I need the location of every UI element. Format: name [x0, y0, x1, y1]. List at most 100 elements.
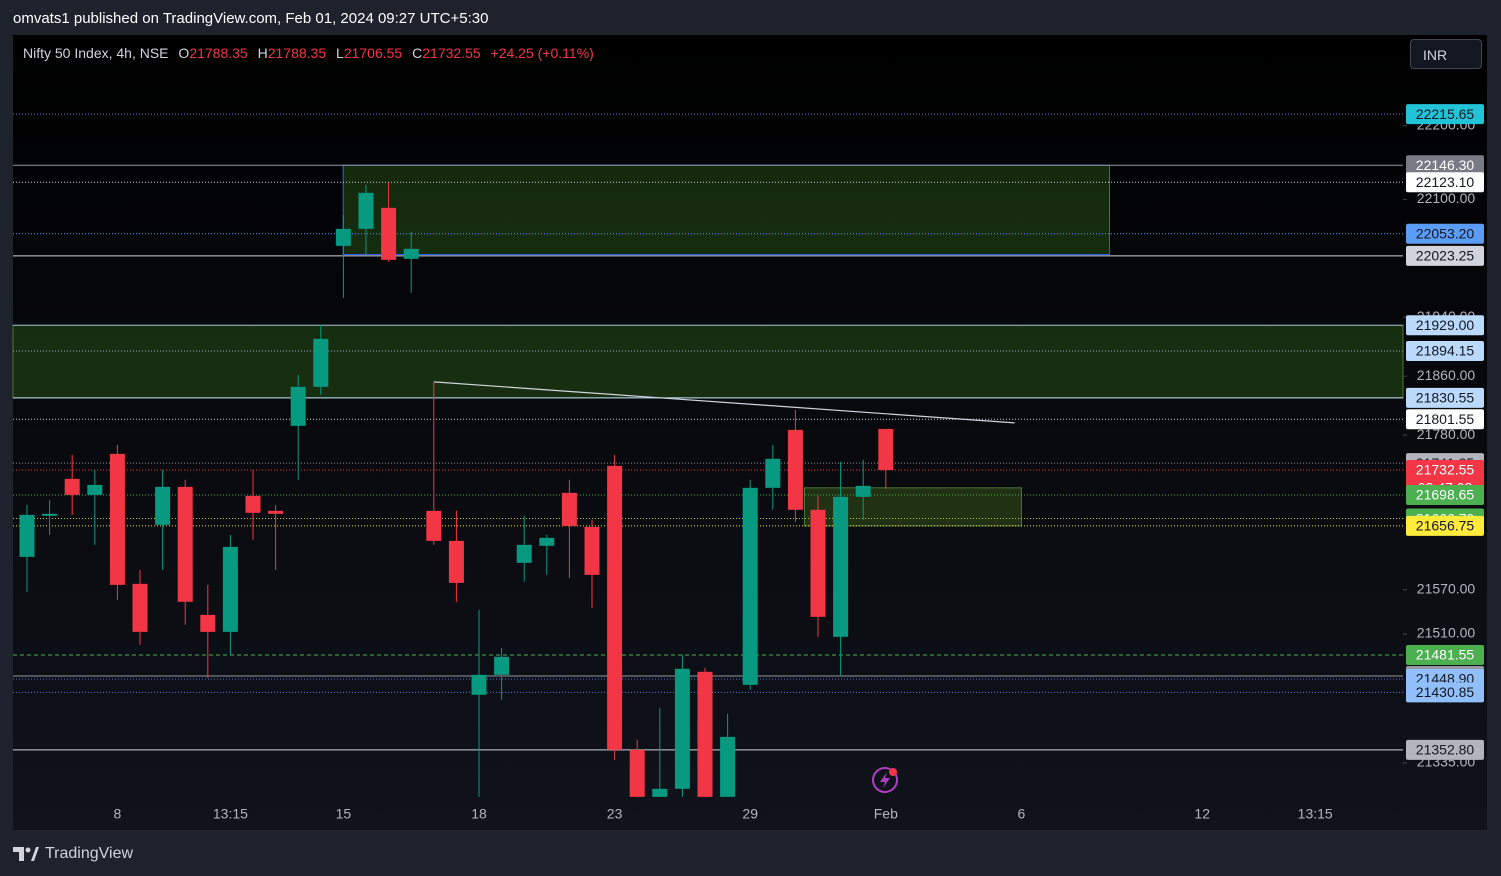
price-label: 22023.25 [1416, 248, 1475, 264]
x-tick-label: 23 [607, 806, 623, 822]
candle-body [720, 736, 736, 797]
price-label: 21801.55 [1416, 411, 1475, 427]
candle-body [607, 465, 623, 750]
candle-body [697, 671, 713, 797]
candle-body [674, 668, 690, 789]
price-label-box [1406, 315, 1484, 336]
price-label-box [1406, 245, 1484, 266]
candle-body [268, 510, 284, 514]
candle-body [87, 484, 103, 495]
x-tick-label: 15 [336, 806, 352, 822]
candle-body [629, 749, 645, 797]
legend-key: O [178, 45, 190, 61]
x-tick-label: 8 [114, 806, 122, 822]
candle-body [200, 614, 216, 632]
candle-body [787, 429, 803, 510]
candle-body [155, 486, 171, 525]
x-tick-label: 13:15 [1298, 806, 1333, 822]
legend-value: 21732.55 [422, 45, 481, 61]
ohlc-legend: Nifty 50 Index, 4h, NSE O21788.35 H21788… [23, 45, 594, 61]
candle-body [177, 486, 193, 602]
price-label-box [1406, 387, 1484, 408]
candle-body [855, 485, 871, 497]
x-tick-label: 13:15 [213, 806, 248, 822]
lightning-icon [872, 767, 898, 793]
publish-info: omvats1 published on TradingView.com, Fe… [13, 10, 489, 27]
price-label: 22123.10 [1416, 174, 1475, 190]
legend-value: 21788.35 [267, 45, 327, 61]
x-tick-label: 18 [471, 806, 487, 822]
candle-body [561, 492, 577, 526]
candle-body [358, 192, 374, 229]
candle-body [494, 656, 510, 675]
price-label: 21352.80 [1416, 742, 1475, 758]
candle-body [403, 248, 419, 259]
candle-body [765, 458, 781, 488]
candle-body [426, 510, 442, 541]
price-label: 21430.85 [1416, 684, 1475, 700]
candle-body [19, 514, 35, 557]
candle-body [109, 453, 125, 585]
candle-body [222, 546, 238, 632]
y-tick-label: 21860.00 [1417, 367, 1476, 383]
symbol-title: Nifty 50 Index, 4h, NSE [23, 45, 169, 61]
zone [12, 324, 1404, 399]
footer: TradingView [13, 845, 133, 863]
x-tick-label: 29 [742, 806, 758, 822]
candle-body [471, 674, 487, 695]
candle-body [381, 207, 397, 260]
candle-body [132, 583, 148, 632]
candle-body [335, 228, 351, 246]
y-tick-label: 21570.00 [1417, 581, 1476, 597]
price-label-box [1406, 104, 1484, 125]
price-label-box [1406, 409, 1484, 430]
legend-key: H [257, 45, 268, 61]
price-label-box [1406, 223, 1484, 244]
legend-key: C [412, 45, 423, 61]
price-label-box [1406, 682, 1484, 703]
candle-body [516, 544, 532, 563]
price-label: 21929.00 [1416, 317, 1475, 333]
price-label-box [1406, 739, 1484, 760]
price-label: 22146.30 [1416, 157, 1475, 173]
candle-body [313, 338, 329, 387]
candle-body [878, 428, 894, 471]
price-label-box [1406, 340, 1484, 361]
price-label-box [1406, 485, 1484, 506]
legend-key: L [336, 45, 344, 61]
candle-body [42, 513, 58, 516]
y-tick-label: 21510.00 [1417, 625, 1476, 641]
candle-body [290, 386, 306, 426]
candle-body [539, 537, 555, 546]
currency-button[interactable]: INR [1410, 39, 1482, 69]
price-label: 22215.65 [1416, 106, 1475, 122]
y-tick-label: 22100.00 [1417, 190, 1476, 206]
chart-background [13, 35, 1487, 830]
price-label: 21698.65 [1416, 487, 1475, 503]
trendline [433, 381, 1015, 424]
x-tick-label: Feb [874, 806, 898, 822]
candle-body [245, 495, 261, 513]
price-label: 21656.75 [1416, 518, 1475, 534]
legend-value: 21706.55 [343, 45, 403, 61]
brand-logo [13, 847, 39, 861]
x-tick-label: 6 [1018, 806, 1026, 822]
zone [342, 164, 1111, 256]
price-label: 21894.15 [1416, 343, 1475, 359]
y-tick-label: 21780.00 [1417, 426, 1476, 442]
price-label-box [1406, 515, 1484, 536]
price-label-box [1406, 644, 1484, 665]
legend-value: 21788.35 [189, 45, 248, 61]
price-label: 21732.55 [1416, 462, 1475, 478]
candle-body [584, 526, 600, 575]
legend-change: +24.25 (+0.11%) [490, 45, 594, 61]
price-label: 21830.55 [1416, 390, 1475, 406]
candle-body [448, 540, 464, 583]
price-label-box [1406, 172, 1484, 193]
brand-name: TradingView [45, 845, 134, 862]
candle-body [652, 788, 668, 797]
candle-body [833, 496, 849, 637]
candle-body [64, 478, 80, 495]
